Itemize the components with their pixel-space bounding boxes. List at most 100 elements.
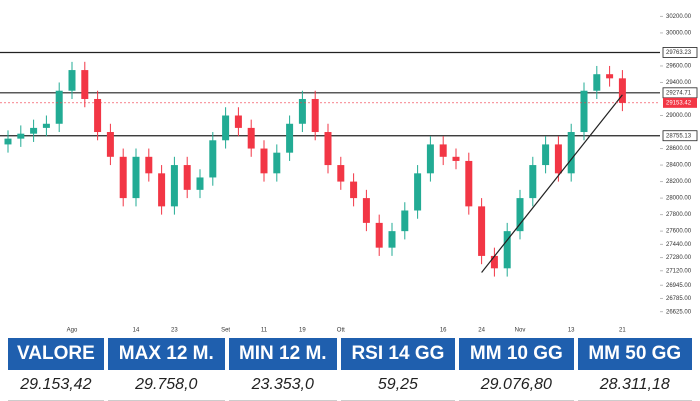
y-tick-label: 27280.00 bbox=[666, 255, 692, 261]
candle-body bbox=[17, 133, 25, 139]
x-tick-label: Nov bbox=[515, 328, 526, 334]
level-label: 28755.13 bbox=[666, 133, 692, 139]
y-tick-label: 26945.00 bbox=[666, 283, 692, 289]
x-tick-label: Ago bbox=[67, 328, 78, 334]
candle-body bbox=[324, 132, 332, 166]
candle-body bbox=[4, 138, 12, 145]
candle-body bbox=[401, 210, 409, 232]
candle-body bbox=[414, 173, 422, 211]
stats-table: VALORE MAX 12 M. MIN 12 M. RSI 14 GG MM … bbox=[4, 338, 696, 401]
candle-body bbox=[350, 181, 358, 199]
x-tick-label: 13 bbox=[568, 328, 575, 334]
x-tick-label: 24 bbox=[478, 328, 485, 334]
candle-body bbox=[452, 156, 460, 161]
candle-body bbox=[286, 123, 294, 153]
candle-body bbox=[478, 206, 486, 256]
chart: 30200.00 30000.00 29600.00 29400.00 29000.00… bbox=[0, 14, 698, 334]
candle-body bbox=[55, 90, 63, 124]
candle-body bbox=[439, 144, 447, 157]
candle-body bbox=[529, 165, 537, 199]
y-tick-label: 30200.00 bbox=[666, 14, 692, 20]
y-tick-label: 29600.00 bbox=[666, 64, 692, 70]
candle-body bbox=[170, 165, 178, 207]
header: MAX 12 M. bbox=[107, 338, 225, 370]
candle-body bbox=[593, 74, 601, 91]
candle-body bbox=[247, 127, 255, 149]
candle-body bbox=[106, 132, 114, 157]
candle-body bbox=[222, 115, 230, 141]
candle-body bbox=[42, 123, 50, 128]
candle-body bbox=[183, 165, 191, 190]
trendline bbox=[481, 94, 623, 273]
candle-body bbox=[618, 78, 626, 103]
candle-body bbox=[490, 255, 498, 269]
candle-body bbox=[209, 140, 217, 178]
level-box bbox=[662, 47, 698, 58]
candle-body bbox=[311, 98, 319, 133]
level-label: 29274.71 bbox=[666, 90, 692, 96]
candle-body bbox=[234, 115, 242, 128]
candle-body bbox=[158, 173, 166, 207]
candle-body bbox=[337, 165, 345, 182]
y-tick-label: 29400.00 bbox=[666, 80, 692, 86]
level-label: 29763.23 bbox=[666, 50, 692, 56]
cell: 59,25 bbox=[340, 370, 456, 401]
y-tick-label: 26785.00 bbox=[666, 296, 692, 302]
y-tick-label: 27120.00 bbox=[666, 268, 692, 274]
level-box bbox=[662, 130, 698, 142]
y-tick-label: 26625.00 bbox=[666, 309, 692, 315]
y-tick-label: 27440.00 bbox=[666, 242, 692, 248]
candle-body bbox=[503, 231, 511, 269]
y-tick-label: 28200.00 bbox=[666, 179, 692, 185]
candle-body bbox=[68, 70, 76, 91]
candle-body bbox=[465, 160, 473, 207]
header: MM 50 GG bbox=[577, 338, 692, 370]
candle-body bbox=[260, 148, 268, 174]
candle-body bbox=[567, 132, 575, 174]
candle-body bbox=[30, 127, 38, 134]
candle-body bbox=[81, 70, 89, 99]
x-tick-label: 21 bbox=[619, 328, 626, 334]
y-tick-label: 28600.00 bbox=[666, 146, 692, 152]
y-tick-label: 30000.00 bbox=[666, 30, 692, 36]
cell: 29.076,80 bbox=[459, 370, 574, 401]
candle-body bbox=[554, 144, 562, 174]
cell: 29.153,42 bbox=[8, 370, 104, 401]
current-label: 29153.42 bbox=[666, 100, 692, 106]
y-tick-label: 28000.00 bbox=[666, 196, 692, 202]
y-tick-label: 27600.00 bbox=[666, 229, 692, 235]
cell: 23.353,0 bbox=[228, 370, 337, 401]
x-tick-label: 14 bbox=[133, 328, 140, 334]
x-tick-label: Ott bbox=[337, 328, 345, 334]
candle-body bbox=[606, 74, 614, 79]
candle-body bbox=[362, 198, 370, 223]
candle-body bbox=[273, 152, 281, 174]
candle-body bbox=[426, 144, 434, 174]
current-box bbox=[663, 97, 697, 108]
candle-body bbox=[298, 98, 306, 124]
candle-body bbox=[196, 177, 204, 190]
header-row: VALORE MAX 12 M. MIN 12 M. RSI 14 GG MM … bbox=[8, 338, 692, 370]
header: MIN 12 M. bbox=[228, 338, 337, 370]
cell: 28.311,18 bbox=[577, 370, 692, 401]
x-tick-label: 11 bbox=[261, 328, 268, 334]
x-tick-label: 23 bbox=[171, 328, 178, 334]
header: VALORE bbox=[8, 338, 104, 370]
y-tick-label: 27800.00 bbox=[666, 212, 692, 218]
candle-body bbox=[132, 156, 140, 199]
candle-body bbox=[375, 222, 383, 248]
level-box bbox=[662, 87, 698, 99]
x-tick-label: 19 bbox=[299, 328, 306, 334]
y-tick-label: 28400.00 bbox=[666, 163, 692, 169]
candle-body bbox=[145, 156, 153, 174]
header: MM 10 GG bbox=[459, 338, 574, 370]
x-tick-label: Set bbox=[221, 328, 230, 334]
candle-body bbox=[388, 231, 396, 248]
candle-body bbox=[119, 156, 127, 199]
cell: 29.758,0 bbox=[107, 370, 225, 401]
candle-body bbox=[94, 98, 102, 133]
candle-body bbox=[542, 144, 550, 166]
value-row: 29.153,42 29.758,0 23.353,0 59,25 29.076… bbox=[8, 370, 692, 401]
candle-body bbox=[516, 198, 524, 232]
